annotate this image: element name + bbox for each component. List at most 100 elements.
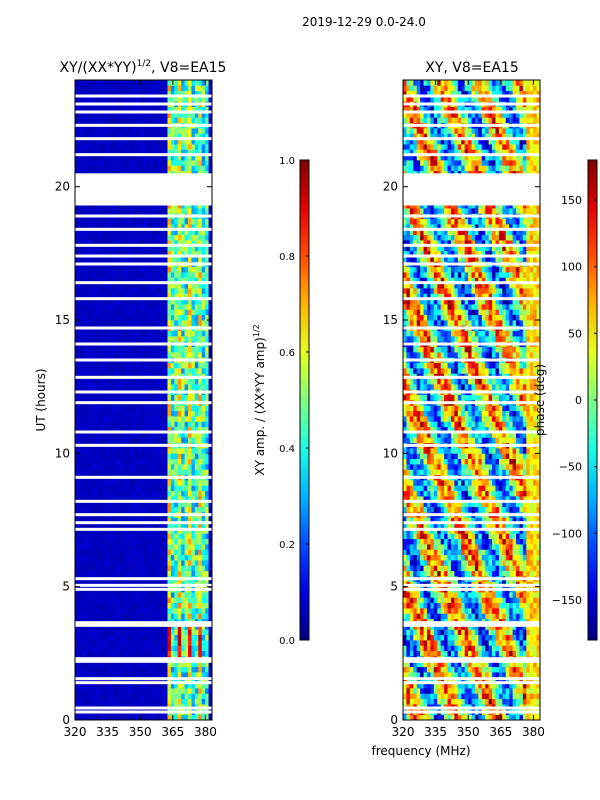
amp-heatmap-cell — [92, 256, 96, 262]
amp-heatmap-cell — [157, 309, 162, 316]
amp-heatmap-cell — [201, 421, 206, 428]
amp-heatmap-cell — [160, 266, 165, 273]
amp-heatmap-cell — [160, 106, 165, 113]
amp-heatmap-cell — [208, 80, 212, 86]
amp-heatmap-cell — [205, 554, 209, 561]
amp-heatmap-cell — [126, 464, 131, 470]
amp-heatmap-cell — [167, 304, 172, 310]
amp-heatmap-cell — [92, 528, 96, 534]
amp-heatmap-cell — [181, 634, 185, 641]
amp-heatmap-cell — [184, 672, 189, 678]
amp-heatmap-cell — [164, 544, 168, 550]
amp-heatmap-cell — [146, 256, 151, 262]
amp-heatmap-cell — [78, 688, 83, 694]
amp-heatmap-cell — [174, 218, 179, 225]
amp-heatmap-cell — [188, 288, 192, 294]
amp-heatmap-cell — [88, 592, 93, 598]
amp-heatmap-cell — [177, 714, 182, 720]
amp-heatmap-cell — [98, 421, 103, 428]
amp-heatmap-cell — [188, 378, 192, 385]
amp-heatmap-cell — [153, 650, 158, 657]
amp-heatmap-cell — [105, 144, 110, 150]
amp-heatmap-cell — [188, 506, 192, 513]
amp-heatmap-cell — [198, 437, 203, 444]
amp-heatmap-cell — [194, 144, 199, 150]
amp-heatmap-cell — [109, 314, 114, 321]
amp-heatmap-cell — [122, 128, 127, 134]
amp-heatmap-cell — [181, 218, 185, 225]
amp-heatmap-cell — [184, 282, 189, 289]
amp-heatmap-cell — [181, 384, 185, 390]
amp-heatmap-cell — [129, 634, 134, 641]
amp-heatmap-cell — [184, 693, 189, 700]
amp-heatmap-cell — [116, 293, 120, 300]
amp-heatmap-cell — [153, 672, 158, 678]
amp-heatmap-cell — [95, 661, 100, 668]
amp-heatmap-cell — [188, 85, 192, 92]
amp-heatmap-cell — [164, 128, 168, 134]
amp-heatmap-cell — [140, 432, 144, 438]
amp-heatmap-cell — [133, 202, 138, 209]
amp-heatmap-cell — [201, 682, 206, 689]
amp-heatmap-cell — [116, 352, 120, 358]
amp-heatmap-cell — [160, 469, 165, 476]
amp-heatmap-cell — [133, 629, 138, 636]
amp-heatmap-cell — [140, 592, 144, 598]
amp-heatmap-cell — [75, 250, 79, 257]
amp-heatmap-cell — [116, 298, 120, 305]
amp-heatmap-cell — [208, 128, 212, 134]
amp-heatmap-cell — [126, 672, 131, 678]
amp-heatmap-cell — [208, 202, 212, 209]
amp-heatmap-cell — [109, 80, 114, 86]
amp-heatmap-cell — [208, 208, 212, 214]
amp-heatmap-cell — [167, 554, 172, 561]
amp-heatmap-cell — [160, 245, 165, 252]
amp-heatmap-cell — [102, 224, 107, 230]
amp-heatmap-cell — [140, 336, 144, 342]
amp-heatmap-cell — [184, 528, 189, 534]
amp-heatmap-cell — [160, 613, 165, 620]
amp-heatmap-cell — [160, 304, 165, 310]
amp-heatmap-cell — [153, 144, 158, 150]
amp-heatmap-cell — [208, 138, 212, 145]
amp-heatmap-cell — [78, 533, 83, 540]
amp-heatmap-cell — [170, 485, 175, 492]
amp-heatmap-cell — [109, 565, 114, 572]
amp-heatmap-cell — [181, 592, 185, 598]
amp-heatmap-cell — [126, 469, 131, 476]
amp-heatmap-cell — [81, 314, 86, 321]
amp-heatmap-cell — [78, 554, 83, 561]
amp-heatmap-cell — [208, 229, 212, 236]
amp-heatmap-cell — [146, 85, 151, 92]
amp-heatmap-cell — [201, 106, 206, 113]
amp-heatmap-cell — [194, 245, 199, 252]
amp-heatmap-cell — [177, 245, 182, 252]
amp-heatmap-cell — [201, 144, 206, 150]
amp-heatmap-cell — [174, 405, 179, 412]
amp-heatmap-cell — [140, 517, 144, 524]
amp-heatmap-cell — [143, 666, 148, 673]
amp-heatmap-cell — [208, 277, 212, 284]
amp-heatmap-cell — [112, 309, 117, 316]
amp-heatmap-cell — [143, 592, 148, 598]
amp-heatmap-cell — [85, 362, 90, 369]
amp-heatmap-cell — [81, 416, 86, 422]
amp-heatmap-cell — [194, 506, 199, 513]
amp-heatmap-cell — [85, 597, 90, 604]
amp-heatmap-cell — [191, 570, 196, 577]
amp-heatmap-cell — [122, 650, 127, 657]
amp-heatmap-cell — [208, 640, 212, 646]
amp-heatmap-cell — [78, 426, 83, 433]
amp-heatmap-cell — [92, 282, 96, 289]
amp-heatmap-cell — [194, 501, 199, 508]
amp-heatmap-cell — [122, 597, 127, 604]
amp-heatmap-cell — [105, 293, 110, 300]
amp-heatmap-cell — [157, 149, 162, 156]
amp-heatmap-cell — [112, 149, 117, 156]
amp-heatmap-cell — [92, 128, 96, 134]
amp-heatmap-cell — [112, 432, 117, 438]
amp-heatmap-cell — [109, 602, 114, 609]
amp-heatmap-cell — [194, 416, 199, 422]
amp-heatmap-cell — [88, 293, 93, 300]
amp-heatmap-cell — [170, 277, 175, 284]
